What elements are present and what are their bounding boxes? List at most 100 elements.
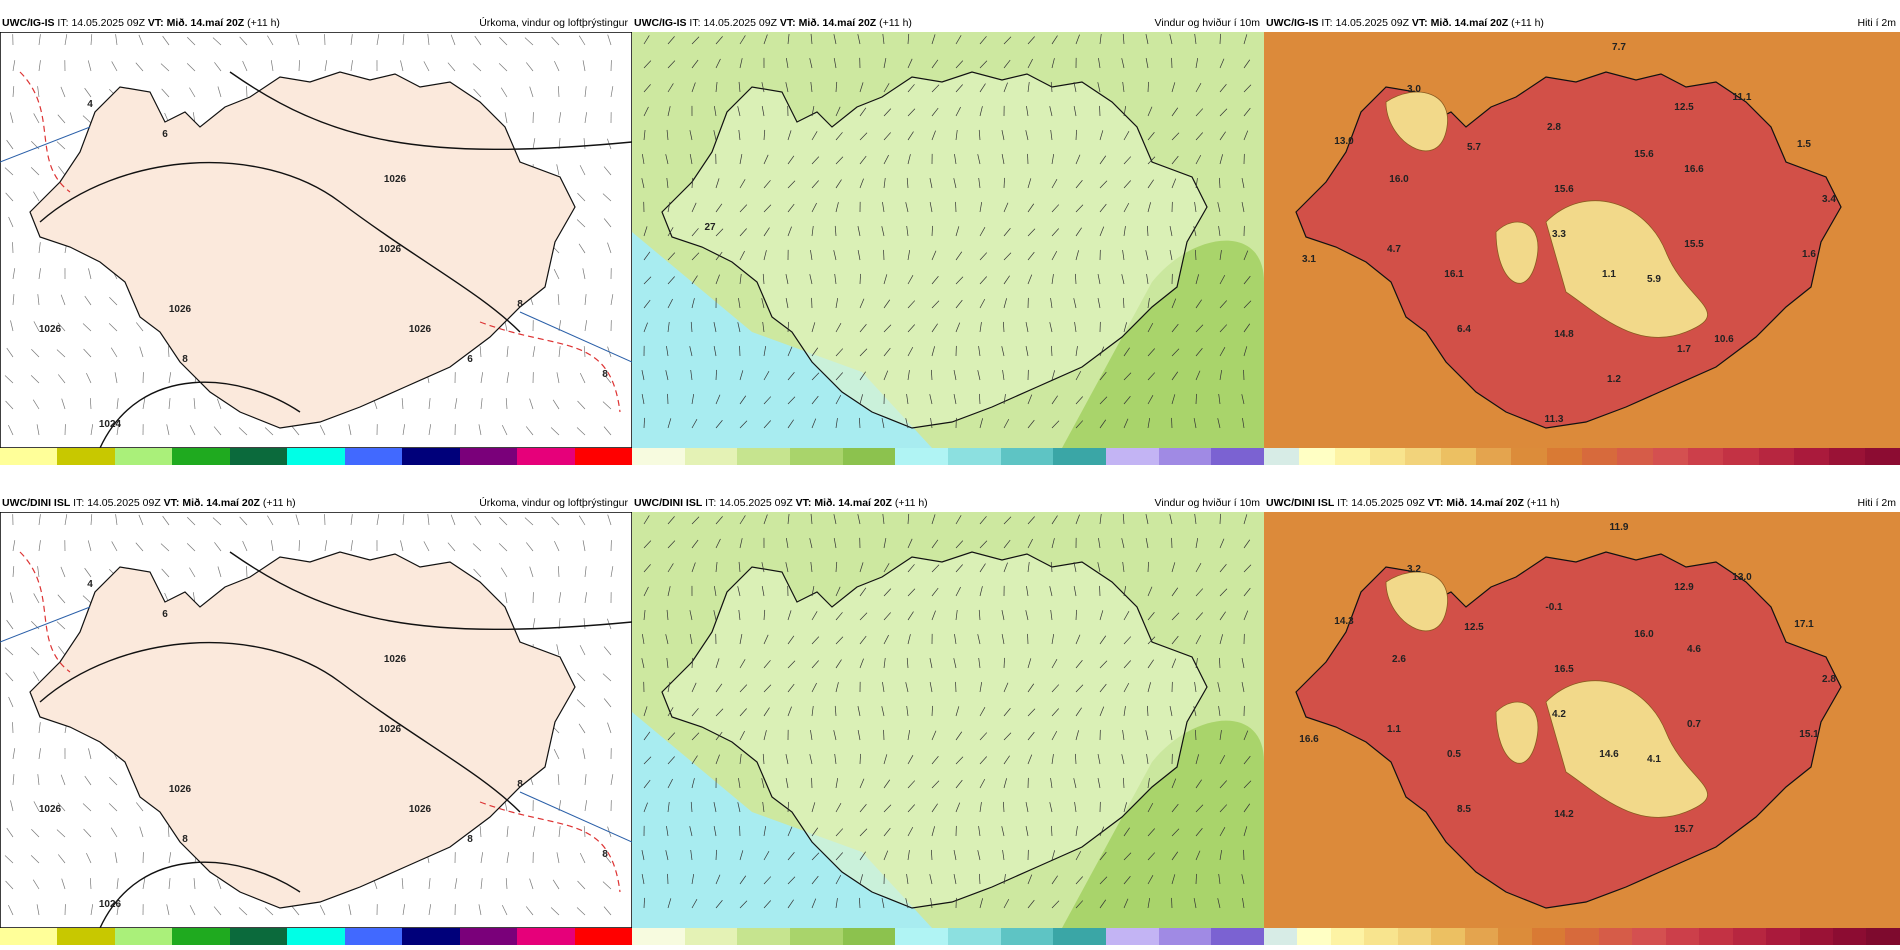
colorbar-tick-label: 13: [1731, 945, 1741, 946]
wind-arrow: [787, 876, 796, 885]
wind-arrow: [1243, 250, 1249, 261]
wind-arrow: [811, 705, 814, 717]
wind-arrow: [738, 297, 741, 309]
wind-arrow: [833, 250, 837, 261]
wind-arrow: [558, 826, 561, 838]
wind-arrow: [578, 515, 586, 526]
wind-arrow: [905, 418, 909, 429]
wind-arrow: [37, 774, 40, 786]
wind-arrow: [1195, 804, 1204, 813]
wind-arrow: [111, 61, 118, 72]
wind-arrow: [931, 780, 940, 789]
wind-arrow: [979, 418, 983, 429]
wind-arrow: [787, 33, 790, 45]
wind-arrow: [135, 542, 144, 552]
precip-label: 4: [87, 99, 93, 110]
wind-arrow: [835, 132, 843, 141]
colorbar-swatch: [790, 448, 843, 465]
wind-arrow: [5, 672, 14, 682]
wind-arrow: [763, 250, 767, 261]
wind-arrow: [506, 346, 509, 358]
colorbar-tick-label: 0.1: [0, 945, 11, 946]
wind-arrow: [906, 705, 909, 717]
wind-arrow: [1171, 394, 1176, 405]
wind-arrow: [1217, 682, 1221, 693]
wind-arrow: [1025, 346, 1029, 357]
wind-arrow: [1097, 778, 1101, 789]
vt-label: VT:: [795, 497, 812, 509]
wind-arrow: [739, 420, 748, 429]
wind-arrow: [955, 564, 963, 573]
wind-arrow: [1171, 132, 1180, 141]
wind-arrow: [64, 514, 68, 526]
wind-arrow: [428, 398, 431, 410]
precip-label: 8: [602, 849, 608, 860]
wind-arrow: [1147, 636, 1156, 645]
wind-arrow: [1075, 684, 1084, 693]
wind-arrow: [859, 417, 861, 429]
wind-arrow: [859, 874, 863, 885]
temp-label: 13.0: [1732, 572, 1752, 583]
wind-arrow: [1122, 729, 1125, 741]
wind-arrow: [691, 732, 700, 741]
wind-arrow: [1003, 418, 1010, 429]
temp-label: 13.0: [1334, 136, 1354, 147]
wind-arrow: [811, 660, 819, 669]
wind-arrow: [1243, 34, 1248, 45]
wind-arrow: [1171, 874, 1176, 885]
wind-arrow: [1193, 706, 1197, 717]
wind-arrow: [213, 906, 222, 916]
wind-arrow: [811, 611, 818, 621]
colorbar-tick-label: 10: [1651, 465, 1661, 466]
wind-arrow: [691, 59, 699, 69]
colorbar-swatch: [1264, 448, 1300, 465]
wind-arrow: [883, 132, 891, 141]
wind-arrow: [577, 400, 586, 410]
wind-arrow: [1051, 179, 1058, 189]
wind-arrow: [739, 538, 743, 549]
wind-arrow: [763, 900, 772, 909]
temp-label: 1.2: [1607, 374, 1621, 385]
wind-arrow: [811, 347, 819, 357]
wind-arrow: [834, 273, 837, 285]
wind-arrow: [835, 106, 841, 117]
wind-arrow: [810, 81, 813, 93]
wind-arrow: [739, 179, 746, 189]
wind-arrow: [979, 36, 987, 45]
wind-arrow: [32, 879, 40, 890]
wind-arrow: [738, 129, 741, 141]
temp-colorbar-ticks: -101234567891011121314151617: [1264, 465, 1900, 466]
wind-arrow: [739, 634, 743, 645]
wind-arrow: [859, 612, 868, 621]
wind-arrow: [1171, 658, 1177, 669]
wind-arrow: [1099, 513, 1102, 525]
colorbar-tick-label: 5: [1463, 945, 1468, 946]
wind-arrow: [60, 86, 66, 98]
wind-arrow: [1218, 393, 1221, 405]
iceland-group: [29, 71, 576, 429]
wind-arrow: [454, 878, 458, 890]
wind-arrow: [532, 138, 536, 150]
wind-arrow: [691, 657, 694, 669]
wind-arrow: [811, 180, 819, 189]
wind-arrow: [667, 682, 671, 693]
panel-precip-row1: UWC/IG-IS IT: 14.05.2025 09Z VT: Mið. 14…: [0, 14, 632, 466]
wind-arrow: [882, 513, 885, 525]
temp-label: 15.7: [1674, 824, 1694, 835]
wind-arrow: [738, 609, 741, 621]
panel-wind-row2: UWC/DINI ISL IT: 14.05.2025 09Z VT: Mið.…: [632, 494, 1264, 946]
wind-arrow: [1146, 273, 1149, 285]
wind-arrow: [739, 35, 746, 45]
wind-arrow: [168, 372, 172, 384]
wind-arrow: [883, 827, 891, 837]
wind-arrow: [715, 274, 720, 285]
wind-arrow: [505, 878, 508, 890]
wind-arrow: [907, 84, 915, 93]
wind-arrow: [715, 178, 720, 189]
wind-arrow: [1147, 777, 1150, 789]
wind-arrow: [713, 346, 717, 357]
wind-arrow: [576, 907, 586, 916]
wind-arrow: [86, 372, 92, 384]
wind-arrow: [761, 586, 765, 597]
wind-arrow: [643, 756, 652, 765]
